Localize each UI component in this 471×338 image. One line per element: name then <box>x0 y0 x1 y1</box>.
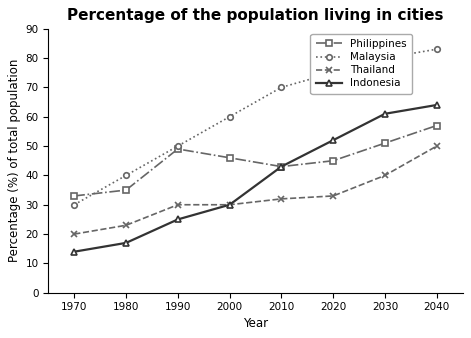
Philippines <box>72 194 77 198</box>
Line: Thailand: Thailand <box>71 143 440 238</box>
Thailand <box>123 223 129 227</box>
Indonesia <box>382 112 388 116</box>
Malaysia <box>434 47 439 51</box>
Philippines <box>227 156 232 160</box>
Indonesia <box>123 241 129 245</box>
Line: Philippines: Philippines <box>72 123 439 199</box>
Philippines <box>330 159 336 163</box>
Legend: Philippines, Malaysia, Thailand, Indonesia: Philippines, Malaysia, Thailand, Indones… <box>310 34 412 94</box>
Thailand <box>434 144 439 148</box>
Thailand <box>382 173 388 177</box>
Y-axis label: Percentage (%) of total population: Percentage (%) of total population <box>8 59 21 262</box>
Thailand <box>278 197 284 201</box>
Thailand <box>175 203 181 207</box>
Thailand <box>72 232 77 236</box>
X-axis label: Year: Year <box>243 317 268 330</box>
Indonesia <box>72 250 77 254</box>
Title: Percentage of the population living in cities: Percentage of the population living in c… <box>67 8 444 23</box>
Malaysia <box>175 144 181 148</box>
Line: Indonesia: Indonesia <box>72 102 439 255</box>
Malaysia <box>382 56 388 60</box>
Malaysia <box>123 173 129 177</box>
Line: Malaysia: Malaysia <box>72 46 439 208</box>
Indonesia <box>278 165 284 169</box>
Malaysia <box>330 71 336 75</box>
Indonesia <box>227 203 232 207</box>
Philippines <box>278 165 284 169</box>
Thailand <box>330 194 336 198</box>
Malaysia <box>72 203 77 207</box>
Indonesia <box>175 217 181 221</box>
Philippines <box>123 188 129 192</box>
Indonesia <box>330 138 336 142</box>
Philippines <box>175 147 181 151</box>
Philippines <box>382 141 388 145</box>
Malaysia <box>227 115 232 119</box>
Indonesia <box>434 103 439 107</box>
Thailand <box>227 203 232 207</box>
Philippines <box>434 123 439 127</box>
Malaysia <box>278 85 284 89</box>
